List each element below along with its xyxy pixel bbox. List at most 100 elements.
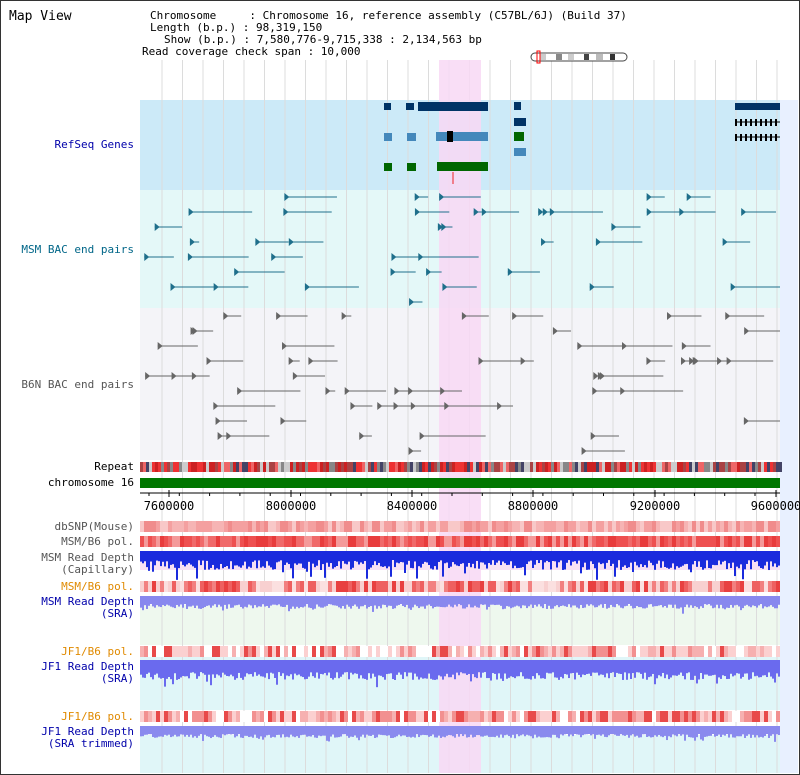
msm-sra-depth: [394, 596, 396, 609]
msm-sra-depth: [514, 596, 516, 607]
msm-capillary-depth: [380, 551, 382, 567]
msm-capillary-depth: [412, 551, 414, 569]
msm-pol2-cell: [608, 581, 612, 592]
jf1-pol-cell: [484, 646, 488, 657]
track-label-jf1-depth-sra[interactable]: JF1 Read Depth (SRA): [41, 660, 134, 685]
repeat-block: [224, 462, 227, 472]
jf1-trim-depth: [154, 726, 156, 738]
track-label-b6n-bac[interactable]: B6N BAC end pairs: [21, 378, 134, 391]
track-label-jf1-b6-pol-1[interactable]: JF1/B6 pol.: [61, 645, 134, 658]
jf1-sra-depth: [720, 660, 722, 679]
jf1-pol2-cell: [708, 711, 712, 722]
jf1-trim-depth: [518, 726, 520, 737]
repeat-block: [347, 462, 350, 472]
repeat-block: [455, 462, 458, 472]
msm-sra-depth: [482, 596, 484, 605]
jf1-pol2-cell: [628, 711, 632, 722]
jf1-trim-depth: [140, 726, 142, 737]
msm-pol-cell: [692, 536, 696, 547]
msm-pol2-cell: [488, 581, 492, 592]
repeat-block: [722, 462, 725, 472]
msm-pol2-cell: [616, 581, 620, 592]
msm-sra-depth: [200, 596, 202, 609]
jf1-pol-cell: [328, 646, 332, 657]
track-label-msm-b6-pol-2[interactable]: MSM/B6 pol.: [61, 580, 134, 593]
msm-sra-depth: [294, 596, 296, 609]
jf1-pol-cell: [192, 646, 196, 657]
track-label-msm-depth-capillary[interactable]: MSM Read Depth (Capillary): [41, 551, 134, 576]
track-label-refseq[interactable]: RefSeq Genes: [54, 138, 134, 151]
track-label-msm-depth-sra[interactable]: MSM Read Depth (SRA): [41, 595, 134, 620]
dbsnp-cell: [356, 521, 360, 532]
msm-pol-cell: [596, 536, 600, 547]
msm-capillary-depth: [740, 551, 742, 565]
jf1-sra-depth: [376, 660, 378, 688]
msm-sra-depth: [478, 596, 480, 608]
track-label-jf1-depth-trimmed[interactable]: JF1 Read Depth (SRA trimmed): [41, 725, 134, 750]
track-label-jf1-b6-pol-2[interactable]: JF1/B6 pol.: [61, 710, 134, 723]
jf1-sra-depth: [584, 660, 586, 676]
msm-sra-depth: [140, 596, 142, 608]
msm-capillary-depth: [430, 551, 432, 569]
repeat-block: [233, 462, 236, 472]
jf1-pol-cell: [708, 646, 712, 657]
jf1-sra-depth: [510, 660, 512, 677]
repeat-block: [584, 462, 587, 472]
track-label-repeat[interactable]: Repeat: [94, 460, 134, 473]
jf1-pol-cell: [600, 646, 604, 657]
jf1-sra-depth: [542, 660, 544, 679]
repeat-block: [470, 462, 473, 472]
jf1-pol2-cell: [328, 711, 332, 722]
jf1-sra-depth: [244, 660, 246, 677]
dbsnp-cell: [672, 521, 676, 532]
repeat-block: [401, 462, 404, 472]
msm-sra-depth: [558, 596, 560, 608]
msm-sra-depth: [396, 596, 398, 606]
jf1-sra-depth: [470, 660, 472, 682]
jf1-trim-depth: [556, 726, 558, 738]
msm-pol2-cell: [596, 581, 600, 592]
jf1-pol2-cell: [524, 711, 528, 722]
msm-bac-pair-end: [271, 253, 277, 261]
track-label-dbsnp[interactable]: dbSNP(Mouse): [54, 520, 134, 533]
msm-capillary-depth: [140, 551, 142, 562]
jf1-pol-cell: [420, 646, 424, 657]
msm-pol2-cell: [184, 581, 188, 592]
jf1-trim-depth: [220, 726, 222, 738]
repeat-block: [731, 462, 734, 472]
msm-pol2-cell: [576, 581, 580, 592]
jf1-trim-depth: [720, 726, 722, 737]
msm-capillary-depth: [382, 551, 384, 567]
jf1-pol2-cell: [324, 711, 328, 722]
msm-sra-depth: [210, 596, 212, 608]
dbsnp-cell: [272, 521, 276, 532]
jf1-trim-depth: [450, 726, 452, 736]
jf1-sra-depth: [354, 660, 356, 674]
track-label-msm-b6-pol-1[interactable]: MSM/B6 pol.: [61, 535, 134, 548]
jf1-sra-depth: [454, 660, 456, 680]
b6n-bac-pair-end: [377, 402, 383, 410]
msm-capillary-depth: [338, 551, 340, 562]
msm-pol2-cell: [540, 581, 544, 592]
msm-pol-cell: [276, 536, 280, 547]
length-info: Length (b.p.) : 98,319,150: [150, 21, 323, 34]
jf1-sra-depth: [738, 660, 740, 674]
track-label-chromosome[interactable]: chromosome 16: [47, 476, 134, 489]
jf1-pol2-cell: [692, 711, 696, 722]
msm-capillary-depth: [256, 551, 258, 569]
msm-pol2-cell: [396, 581, 400, 592]
coverage-info: Read coverage check span : 10,000: [142, 45, 361, 58]
ideogram-band: [596, 54, 603, 60]
repeat-block: [323, 462, 326, 472]
repeat-block: [275, 462, 278, 472]
msm-capillary-depth: [356, 551, 358, 562]
repeat-block: [215, 462, 218, 472]
jf1-sra-depth: [600, 660, 602, 675]
track-label-msm-bac[interactable]: MSM BAC end pairs: [21, 243, 134, 256]
jf1-pol2-cell: [540, 711, 544, 722]
msm-sra-depth: [402, 596, 404, 606]
repeat-block: [332, 462, 335, 472]
jf1-trim-depth: [376, 726, 378, 738]
msm-pol-cell: [616, 536, 620, 547]
